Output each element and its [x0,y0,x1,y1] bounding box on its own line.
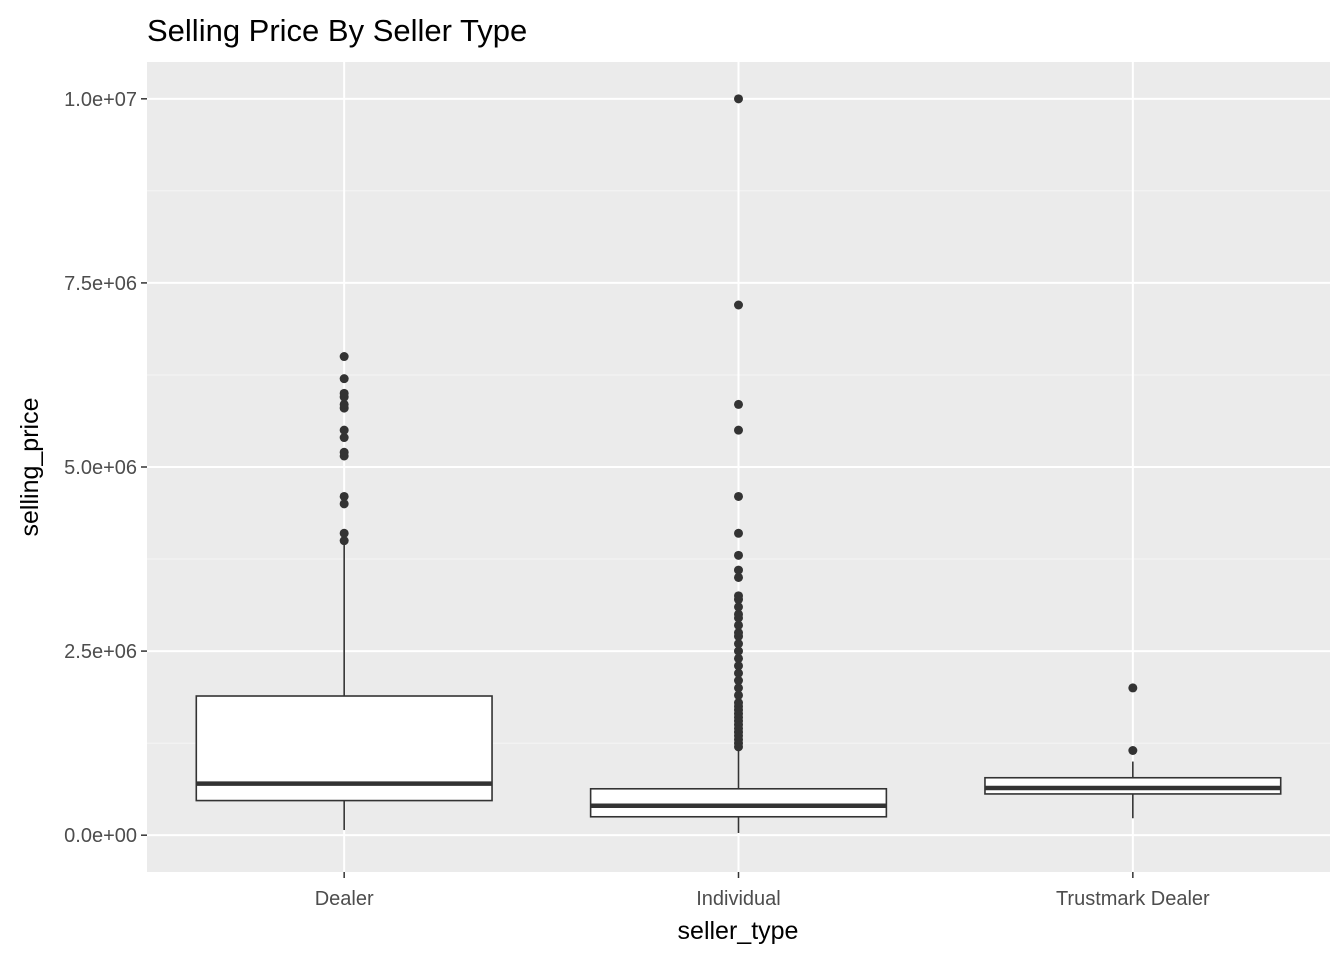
outlier-point [734,646,743,656]
outlier-point [734,639,743,649]
x-tick-label: Individual [696,888,781,910]
box-iqr [589,787,888,818]
outlier-point [734,668,743,678]
outlier-point [339,425,349,435]
outlier-point [339,374,349,384]
outlier-point [734,676,743,686]
outlier-point [339,388,349,398]
outlier-point [734,620,743,630]
outlier-point [734,528,743,538]
outlier-point [734,609,743,619]
x-axis-title: seller_type [678,917,799,945]
x-tick-label: Dealer [315,888,374,910]
outlier-point [734,399,743,409]
box-group [195,352,493,831]
outlier-point [734,602,743,612]
outlier-point [339,528,349,538]
outlier-point [734,591,743,601]
outlier-point [339,352,349,362]
box-group [589,94,888,833]
outlier-point [339,433,349,443]
outlier-point [339,491,349,501]
y-axis-title: selling_price [16,398,44,537]
outlier-point [734,425,743,435]
y-tick-label: 0.0e+00 [64,825,137,847]
outlier-point [734,661,743,671]
outlier-point [734,628,743,638]
outlier-point [734,300,743,310]
outlier-point [1128,746,1138,755]
boxes-layer [195,94,1282,833]
y-tick-label: 1.0e+07 [64,89,137,111]
outlier-point [734,565,743,575]
outlier-point [734,698,743,708]
y-tick-label: 5.0e+06 [64,457,137,479]
outlier-point [734,491,743,501]
outlier-point [734,653,743,663]
outlier-point [734,94,743,104]
outlier-point [339,499,349,509]
outlier-point [734,683,743,693]
y-tick-label: 7.5e+06 [64,273,137,295]
outlier-point [339,536,349,546]
outlier-point [734,690,743,700]
x-tick-label: Trustmark Dealer [1056,888,1210,910]
outlier-point [339,447,349,457]
outlier-point [734,572,743,582]
box-group [984,683,1282,819]
outlier-point [1128,683,1138,693]
outlier-point [734,550,743,560]
chart-title: Selling Price By Seller Type [147,13,527,48]
axes-layer: 0.0e+00 2.5e+06 5.0e+06 7.5e+06 1.0e+07 Deale… [64,89,1210,910]
outlier-point [339,399,349,409]
y-tick-label: 2.5e+06 [64,641,137,663]
